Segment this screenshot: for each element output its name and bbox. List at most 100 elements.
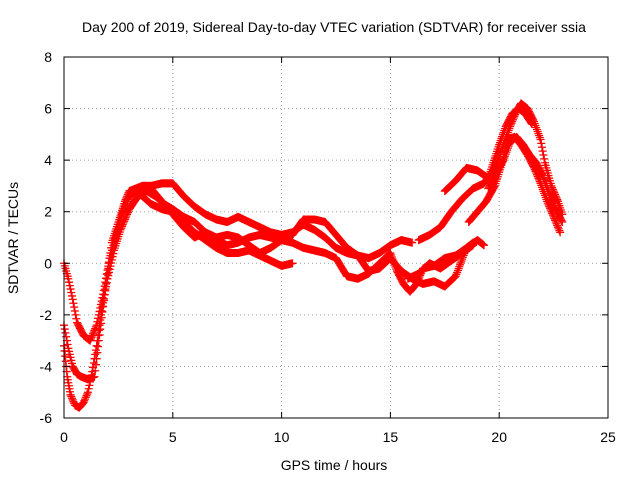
data-point	[118, 220, 127, 229]
data-point	[501, 124, 510, 133]
data-point	[79, 398, 88, 407]
data-point	[101, 286, 110, 295]
data-point	[100, 290, 109, 299]
data-point	[499, 156, 508, 165]
data-point	[90, 354, 99, 363]
y-tick-label: 0	[44, 255, 52, 271]
data-point	[86, 374, 95, 383]
data-point	[86, 377, 95, 386]
data-point	[123, 210, 132, 219]
data-point	[553, 221, 562, 230]
data-point	[497, 134, 506, 143]
data-point	[453, 268, 462, 277]
data-point	[71, 310, 80, 319]
data-point	[91, 350, 100, 359]
data-point	[81, 393, 90, 402]
data-point	[389, 256, 398, 265]
data-point	[553, 195, 562, 204]
y-axis-label: SDTVAR / TECUs	[5, 182, 21, 294]
data-point	[550, 201, 559, 210]
data-point	[87, 371, 96, 380]
data-point	[527, 118, 536, 127]
y-tick-label: -2	[40, 307, 53, 323]
data-point	[120, 215, 129, 224]
data-point	[122, 212, 131, 221]
data-point	[68, 295, 77, 304]
data-point	[545, 202, 554, 211]
data-point	[387, 252, 396, 261]
data-point	[540, 175, 549, 184]
data-point	[504, 142, 513, 151]
data-point	[535, 133, 544, 142]
data-point	[546, 193, 555, 202]
data-point	[545, 191, 554, 200]
data-point	[557, 216, 566, 225]
data-point	[390, 258, 399, 267]
data-point	[548, 196, 557, 205]
data-point	[496, 136, 505, 145]
data-points	[60, 99, 567, 412]
x-axis-label: GPS time / hours	[281, 457, 388, 473]
data-point	[89, 329, 98, 338]
data-point	[543, 183, 552, 192]
data-point	[87, 333, 96, 342]
data-point	[66, 390, 75, 399]
data-point	[533, 127, 542, 136]
data-point	[391, 263, 400, 272]
data-point	[82, 391, 91, 400]
data-point	[548, 198, 557, 207]
data-point	[534, 129, 543, 138]
data-point	[553, 223, 562, 232]
data-point	[102, 282, 111, 291]
x-tick-label: 20	[491, 429, 507, 445]
data-point	[81, 395, 90, 404]
data-point	[119, 218, 128, 227]
data-point	[552, 193, 561, 202]
data-point	[70, 303, 79, 312]
data-point	[552, 219, 561, 228]
data-point	[455, 262, 464, 271]
data-point	[502, 148, 511, 157]
data-point	[96, 316, 105, 325]
chart-title: Day 200 of 2019, Sidereal Day-to-day VTE…	[82, 19, 586, 35]
data-point	[94, 331, 103, 340]
data-point	[408, 238, 417, 247]
data-point	[541, 179, 550, 188]
data-point	[65, 278, 74, 287]
data-point	[65, 281, 74, 290]
data-point	[532, 123, 541, 132]
y-tick-label: -6	[40, 410, 53, 426]
data-point	[457, 257, 466, 266]
data-point	[67, 291, 76, 300]
data-point	[83, 389, 92, 398]
data-point	[390, 261, 399, 270]
data-point	[95, 321, 104, 330]
data-point	[121, 213, 130, 222]
data-point	[117, 224, 126, 233]
data-point	[118, 222, 127, 231]
data-point	[94, 326, 103, 335]
data-point	[70, 306, 79, 315]
data-point	[551, 190, 560, 199]
data-point	[495, 140, 504, 149]
data-point	[67, 392, 76, 401]
data-point	[67, 288, 76, 297]
data-point	[288, 259, 297, 268]
data-point	[63, 340, 72, 349]
data-point	[547, 194, 556, 203]
series-track-9	[484, 132, 567, 227]
data-point	[456, 260, 465, 269]
data-point	[86, 334, 95, 343]
data-point	[69, 299, 78, 308]
data-point	[72, 314, 81, 323]
data-point	[550, 188, 559, 197]
data-point	[544, 187, 553, 196]
data-point	[61, 328, 70, 337]
data-point	[88, 367, 97, 376]
data-point	[93, 336, 102, 345]
axis-ticks: 0 5 10 15 20 25 -6 -4 -2 0 2 4 6 8	[40, 49, 616, 445]
data-point	[387, 250, 396, 259]
data-point	[532, 125, 541, 134]
data-point	[99, 298, 108, 307]
data-point	[68, 395, 77, 404]
